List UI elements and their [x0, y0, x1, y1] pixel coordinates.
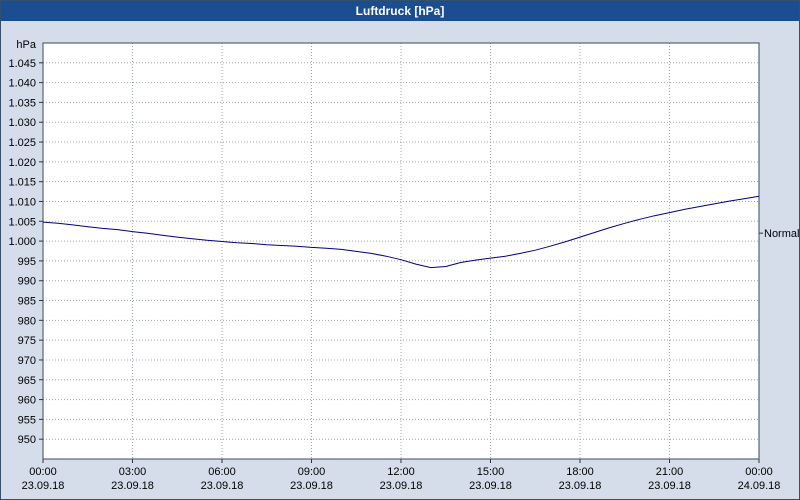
y-tick-label: 980 [18, 315, 36, 327]
normal-label: Normal [764, 228, 799, 240]
pressure-chart: 1.045 1.040 1.035 1.030 1.025 1.020 1.015 1.010… [8, 39, 799, 492]
y-tick-label: 970 [18, 355, 36, 367]
y-tick-label: 1.010 [8, 196, 36, 208]
plot-border [42, 42, 760, 460]
y-tick-label: 1.040 [8, 78, 36, 90]
x-tick-date-label: 23.09.18 [201, 480, 244, 492]
x-tick-date-label: 23.09.18 [22, 480, 65, 492]
x-tick-time-label: 18:00 [566, 466, 594, 478]
y-tick-label: 1.030 [8, 117, 36, 129]
y-tick-label: 1.020 [8, 157, 36, 169]
x-tick-date-label: 23.09.18 [559, 480, 602, 492]
pressure-series-line [42, 195, 760, 269]
x-tick-time-label: 00:00 [29, 466, 57, 478]
x-tick-time-label: 06:00 [208, 466, 236, 478]
y-tick-label: 1.000 [8, 236, 36, 248]
x-tick-time-label: 12:00 [387, 466, 415, 478]
y-tick-label: 975 [18, 335, 36, 347]
x-tick-date-label: 24.09.18 [738, 480, 781, 492]
y-tick-label: 1.035 [8, 97, 36, 109]
x-tick-date-label: 23.09.18 [469, 480, 512, 492]
y-tick-label: 1.015 [8, 177, 36, 189]
x-tick-time-label: 21:00 [656, 466, 684, 478]
y-axis-unit-label: hPa [16, 39, 36, 51]
y-tick-label: 985 [18, 296, 36, 308]
x-tick-time-label: 15:00 [477, 466, 505, 478]
x-tick-time-label: 03:00 [119, 466, 147, 478]
y-tick-label: 960 [18, 395, 36, 407]
x-tick-date-label: 23.09.18 [290, 480, 333, 492]
y-tick-label: 995 [18, 256, 36, 268]
y-tick-label: 1.045 [8, 58, 36, 70]
y-tick-label: 965 [18, 375, 36, 387]
x-tick-date-label: 23.09.18 [380, 480, 423, 492]
x-tick-time-label: 00:00 [745, 466, 773, 478]
y-tick-label: 950 [18, 434, 36, 446]
y-tick-label: 955 [18, 414, 36, 426]
x-tick-date-label: 23.09.18 [111, 480, 154, 492]
title-bar: Luftdruck [hPa] [1, 1, 799, 21]
x-tick-date-label: 23.09.18 [648, 480, 691, 492]
y-tick-label: 990 [18, 276, 36, 288]
x-tick-time-label: 09:00 [298, 466, 326, 478]
chart-title: Luftdruck [hPa] [355, 4, 445, 18]
y-tick-label: 1.005 [8, 216, 36, 228]
y-tick-label: 1.025 [8, 137, 36, 149]
